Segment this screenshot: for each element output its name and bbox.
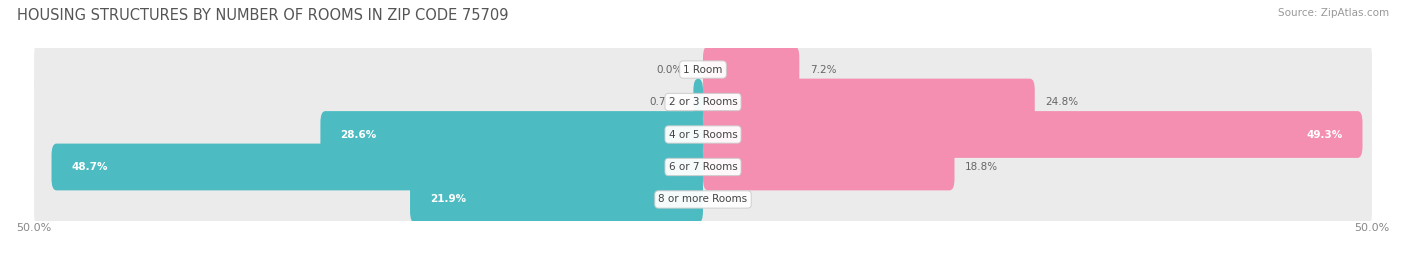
Text: 2 or 3 Rooms: 2 or 3 Rooms (669, 97, 737, 107)
FancyBboxPatch shape (52, 144, 703, 190)
Text: 1 Room: 1 Room (683, 65, 723, 75)
FancyBboxPatch shape (411, 176, 703, 223)
Text: 18.8%: 18.8% (965, 162, 998, 172)
FancyBboxPatch shape (34, 73, 1372, 131)
Text: HOUSING STRUCTURES BY NUMBER OF ROOMS IN ZIP CODE 75709: HOUSING STRUCTURES BY NUMBER OF ROOMS IN… (17, 8, 509, 23)
Text: 4 or 5 Rooms: 4 or 5 Rooms (669, 129, 737, 140)
Text: 48.7%: 48.7% (72, 162, 108, 172)
FancyBboxPatch shape (321, 111, 703, 158)
Text: 0.72%: 0.72% (650, 97, 683, 107)
Text: 0.0%: 0.0% (723, 194, 749, 204)
FancyBboxPatch shape (34, 138, 1372, 196)
FancyBboxPatch shape (34, 106, 1372, 163)
FancyBboxPatch shape (34, 171, 1372, 228)
Text: 0.0%: 0.0% (657, 65, 683, 75)
Text: 24.8%: 24.8% (1046, 97, 1078, 107)
FancyBboxPatch shape (703, 111, 1362, 158)
Text: 28.6%: 28.6% (340, 129, 377, 140)
Text: 8 or more Rooms: 8 or more Rooms (658, 194, 748, 204)
Text: 7.2%: 7.2% (810, 65, 837, 75)
FancyBboxPatch shape (693, 79, 703, 125)
Text: Source: ZipAtlas.com: Source: ZipAtlas.com (1278, 8, 1389, 18)
Text: 49.3%: 49.3% (1306, 129, 1343, 140)
Text: 6 or 7 Rooms: 6 or 7 Rooms (669, 162, 737, 172)
FancyBboxPatch shape (703, 46, 800, 93)
Text: 21.9%: 21.9% (430, 194, 467, 204)
FancyBboxPatch shape (34, 41, 1372, 98)
FancyBboxPatch shape (703, 79, 1035, 125)
FancyBboxPatch shape (703, 144, 955, 190)
